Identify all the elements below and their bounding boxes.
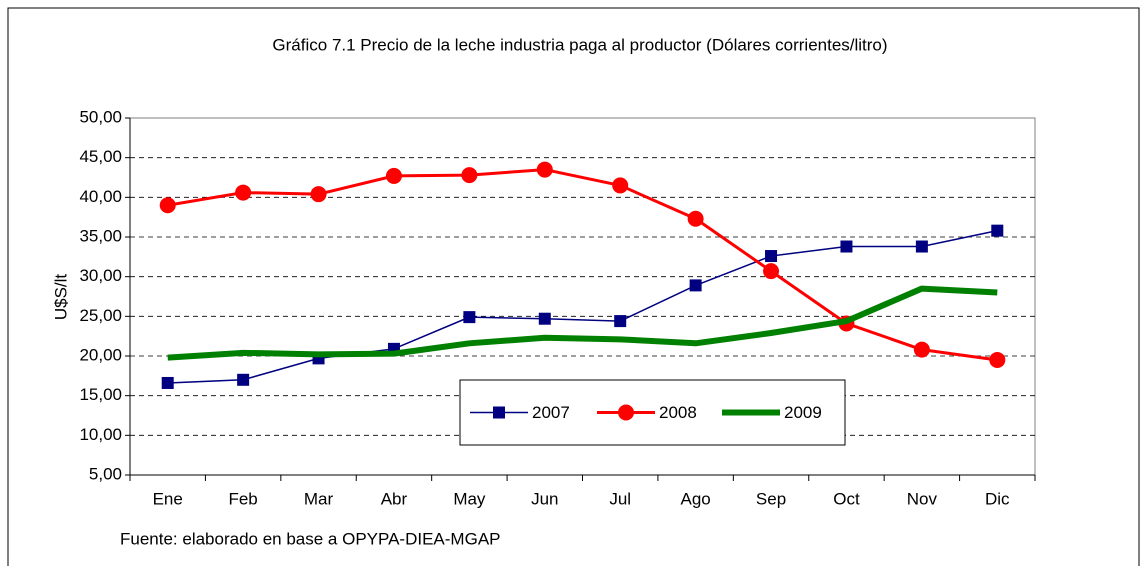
x-tick-label: Ene [153, 489, 183, 508]
data-point [614, 315, 627, 328]
legend-label: 2007 [532, 403, 570, 422]
x-tick-label: May [453, 489, 486, 508]
y-tick-label: 25,00 [79, 306, 122, 325]
y-tick-label: 10,00 [79, 425, 122, 444]
data-point [310, 186, 327, 203]
chart-title: Gráfico 7.1 Precio de la leche industria… [272, 35, 887, 54]
series-line [167, 229, 998, 384]
data-point [161, 376, 174, 389]
data-point [385, 167, 402, 184]
data-point [840, 240, 853, 253]
x-tick-label: Nov [907, 489, 938, 508]
x-tick-label: Jun [531, 489, 558, 508]
data-point [989, 351, 1006, 368]
data-point [915, 240, 928, 253]
data-point [765, 250, 778, 263]
x-tick-label: Jul [609, 489, 631, 508]
data-point [763, 263, 780, 280]
data-point [689, 279, 702, 292]
legend-marker [493, 406, 505, 419]
data-point [159, 197, 176, 214]
y-tick-label: 30,00 [79, 266, 122, 285]
y-tick-label: 45,00 [79, 147, 122, 166]
data-point [237, 373, 250, 386]
y-tick-label: 50,00 [79, 107, 122, 126]
y-axis-label: U$S/lt [51, 274, 70, 321]
data-point [612, 177, 629, 194]
y-tick-label: 40,00 [79, 187, 122, 206]
x-tick-label: Abr [381, 489, 408, 508]
y-tick-label: 20,00 [79, 345, 122, 364]
data-point [235, 184, 252, 201]
y-tick-label: 15,00 [79, 385, 122, 404]
y-tick-label: 5,00 [89, 464, 122, 483]
data-point [991, 224, 1004, 237]
data-point [461, 167, 478, 184]
data-point [538, 312, 551, 325]
data-point [687, 210, 704, 227]
x-tick-label: Dic [985, 489, 1010, 508]
x-tick-label: Sep [756, 489, 786, 508]
series-line [167, 168, 998, 362]
data-point [463, 311, 476, 324]
data-point [913, 341, 930, 358]
legend-marker [618, 404, 634, 421]
x-tick-label: Oct [833, 489, 860, 508]
x-tick-label: Ago [681, 489, 711, 508]
y-tick-label: 35,00 [79, 226, 122, 245]
data-point [536, 161, 553, 178]
legend-label: 2008 [659, 403, 697, 422]
x-tick-label: Feb [228, 489, 257, 508]
legend-label: 2009 [784, 403, 822, 422]
series-line [167, 285, 998, 361]
x-tick-label: Mar [304, 489, 334, 508]
source-note: Fuente: elaborado en base a OPYPA-DIEA-M… [120, 529, 501, 548]
